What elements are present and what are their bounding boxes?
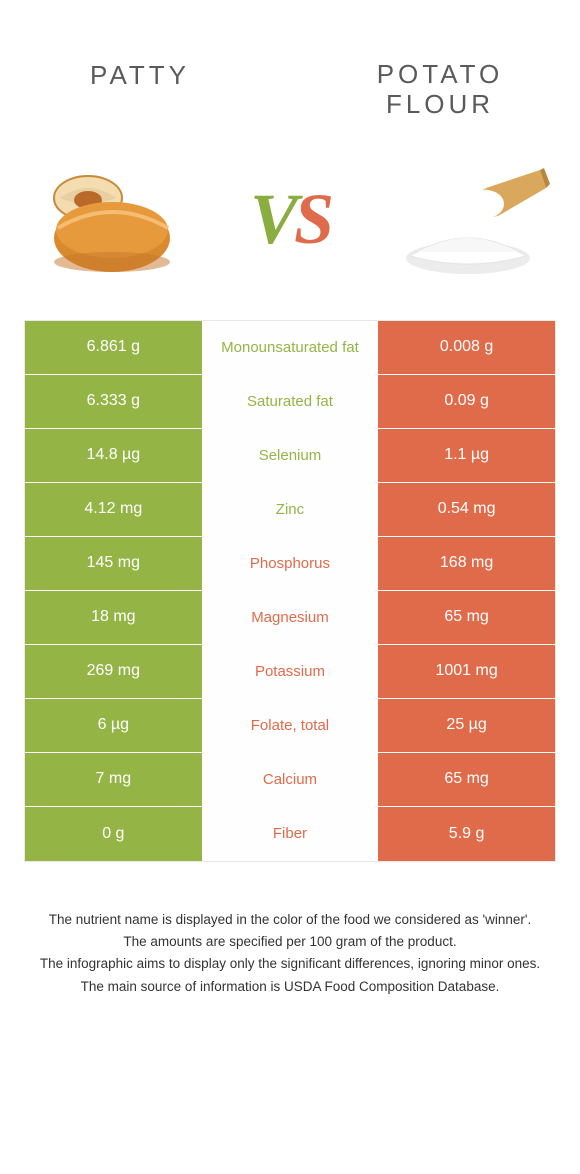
table-row: 6.333 gSaturated fat0.09 g <box>25 375 555 429</box>
vs-v-letter: V <box>250 179 294 259</box>
footnotes: The nutrient name is displayed in the co… <box>28 910 552 997</box>
value-left: 18 mg <box>25 591 202 644</box>
nutrient-name: Phosphorus <box>202 537 379 590</box>
table-row: 14.8 µgSelenium1.1 µg <box>25 429 555 483</box>
value-left: 0 g <box>25 807 202 861</box>
vs-label: VS <box>250 178 330 261</box>
table-row: 0 gFiber5.9 g <box>25 807 555 861</box>
value-left: 6.333 g <box>25 375 202 428</box>
nutrient-name: Selenium <box>202 429 379 482</box>
value-left: 14.8 µg <box>25 429 202 482</box>
table-row: 6.861 gMonounsaturated fat0.008 g <box>25 321 555 375</box>
value-left: 4.12 mg <box>25 483 202 536</box>
footnote-line: The main source of information is USDA F… <box>28 977 552 997</box>
images-row: VS <box>0 140 580 320</box>
value-right: 1001 mg <box>378 645 555 698</box>
nutrient-name: Calcium <box>202 753 379 806</box>
nutrient-name: Monounsaturated fat <box>202 321 379 374</box>
potato-flour-image <box>390 160 550 280</box>
nutrient-name: Zinc <box>202 483 379 536</box>
footnote-line: The amounts are specified per 100 gram o… <box>28 932 552 952</box>
nutrient-table: 6.861 gMonounsaturated fat0.008 g6.333 g… <box>24 320 556 862</box>
nutrient-name: Folate, total <box>202 699 379 752</box>
vs-s-letter: S <box>294 179 330 259</box>
food-title-right: POTATO FLOUR <box>340 60 540 120</box>
footnote-line: The nutrient name is displayed in the co… <box>28 910 552 930</box>
value-left: 7 mg <box>25 753 202 806</box>
table-row: 4.12 mgZinc0.54 mg <box>25 483 555 537</box>
value-right: 168 mg <box>378 537 555 590</box>
table-row: 18 mgMagnesium65 mg <box>25 591 555 645</box>
table-row: 145 mgPhosphorus168 mg <box>25 537 555 591</box>
table-row: 6 µgFolate, total25 µg <box>25 699 555 753</box>
table-row: 7 mgCalcium65 mg <box>25 753 555 807</box>
table-row: 269 mgPotassium1001 mg <box>25 645 555 699</box>
value-left: 145 mg <box>25 537 202 590</box>
value-right: 0.54 mg <box>378 483 555 536</box>
patty-image <box>30 160 190 280</box>
value-left: 269 mg <box>25 645 202 698</box>
nutrient-name: Magnesium <box>202 591 379 644</box>
nutrient-name: Saturated fat <box>202 375 379 428</box>
food-title-left: PATTY <box>40 60 240 120</box>
value-right: 5.9 g <box>378 807 555 861</box>
value-left: 6.861 g <box>25 321 202 374</box>
nutrient-name: Fiber <box>202 807 379 861</box>
value-left: 6 µg <box>25 699 202 752</box>
value-right: 0.008 g <box>378 321 555 374</box>
value-right: 65 mg <box>378 753 555 806</box>
value-right: 1.1 µg <box>378 429 555 482</box>
value-right: 25 µg <box>378 699 555 752</box>
nutrient-name: Potassium <box>202 645 379 698</box>
header: PATTY POTATO FLOUR <box>0 0 580 140</box>
value-right: 65 mg <box>378 591 555 644</box>
footnote-line: The infographic aims to display only the… <box>28 954 552 974</box>
value-right: 0.09 g <box>378 375 555 428</box>
